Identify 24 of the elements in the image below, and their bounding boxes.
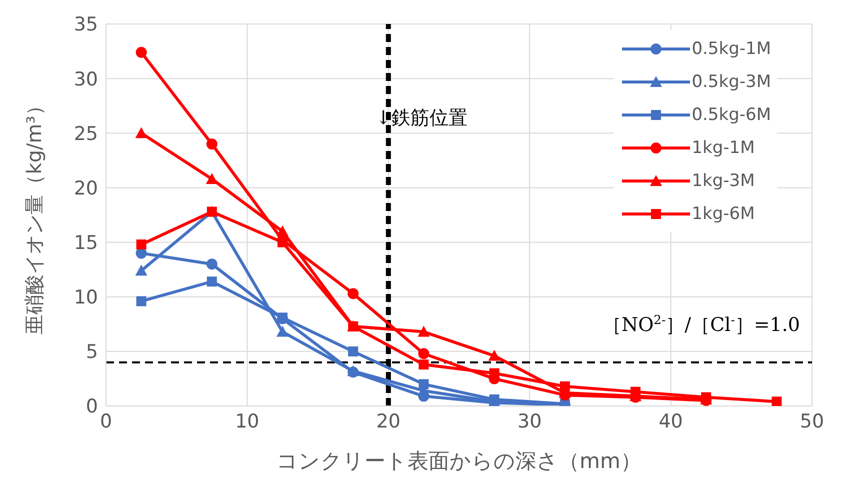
y-tick-label: 35 [74, 14, 98, 36]
x-axis-title: コンクリート表面からの深さ（mm） [276, 449, 642, 473]
y-tick-label: 5 [86, 341, 98, 364]
annotation: ［NO$^{2-}$］/［Cl$^{-}$］=1.0 [602, 313, 800, 336]
legend-label: 1kg-1M [692, 138, 755, 158]
y-tick-label: 10 [74, 286, 98, 309]
legend-label: 0.5kg-1M [692, 38, 771, 58]
legend-label: 1kg-3M [692, 170, 755, 190]
x-tick-label: 0 [100, 410, 112, 432]
y-axis-title: 亜硝酸イオン量（kg/m³） [22, 96, 46, 334]
x-tick-label: 20 [376, 410, 400, 432]
legend-label: 1kg-6M [692, 204, 755, 224]
x-tick-label: 30 [518, 410, 542, 432]
x-tick-label: 50 [800, 410, 824, 432]
legend-label: 0.5kg-6M [692, 104, 771, 124]
x-tick-label: 10 [235, 410, 260, 432]
ref-line-label: ↓鉄筋位置 [375, 107, 468, 129]
y-tick-label: 15 [74, 232, 98, 254]
y-tick-label: 0 [86, 396, 98, 418]
legend-label: 0.5kg-3M [692, 72, 771, 92]
y-tick-label: 20 [74, 177, 98, 200]
y-tick-label: 30 [74, 68, 98, 90]
x-tick-label: 40 [658, 410, 683, 432]
y-tick-label: 25 [74, 122, 98, 145]
